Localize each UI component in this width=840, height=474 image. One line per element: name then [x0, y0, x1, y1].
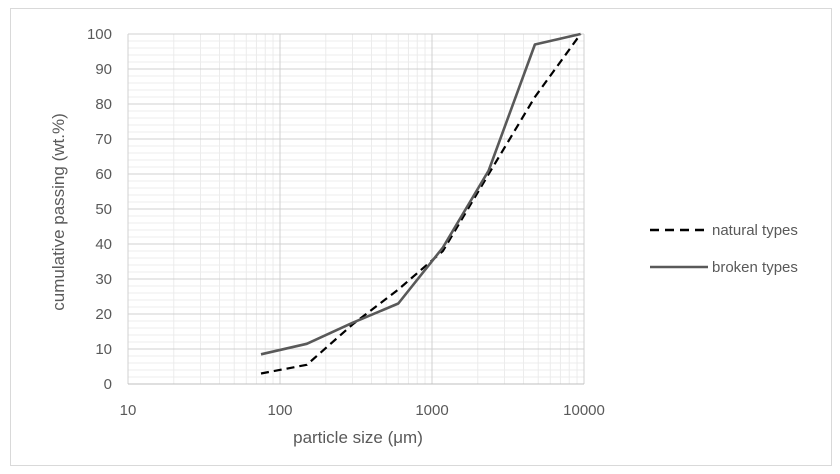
x-axis-ticks: 10 100 1000 10000: [120, 402, 605, 419]
y-tick-label: 0: [104, 376, 112, 393]
series-line-natural-types: [260, 33, 582, 375]
y-axis-title: cumulative passing (wt.%): [49, 113, 68, 310]
major-grid: [127, 33, 585, 385]
y-tick-label: 40: [95, 236, 112, 253]
x-tick-label: 10000: [563, 402, 605, 419]
series-layer: [260, 32, 582, 375]
y-tick-label: 60: [95, 166, 112, 183]
y-tick-label: 20: [95, 306, 112, 323]
y-tick-label: 90: [95, 61, 112, 78]
y-tick-label: 30: [95, 271, 112, 288]
y-tick-label: 70: [95, 131, 112, 148]
y-tick-label: 100: [87, 26, 112, 43]
y-tick-label: 10: [95, 341, 112, 358]
series-line-broken-types: [260, 32, 581, 356]
x-axis-title: particle size (μm): [293, 428, 423, 447]
x-tick-label: 100: [267, 402, 292, 419]
legend-label: broken types: [712, 259, 798, 276]
y-tick-label: 50: [95, 201, 112, 218]
y-tick-label: 80: [95, 96, 112, 113]
x-tick-label: 1000: [415, 402, 448, 419]
legend: natural types broken types: [650, 222, 798, 276]
y-axis-ticks: 0 10 20 30 40 50 60 70 80 90 100: [87, 26, 112, 393]
legend-label: natural types: [712, 222, 798, 239]
x-tick-label: 10: [120, 402, 137, 419]
